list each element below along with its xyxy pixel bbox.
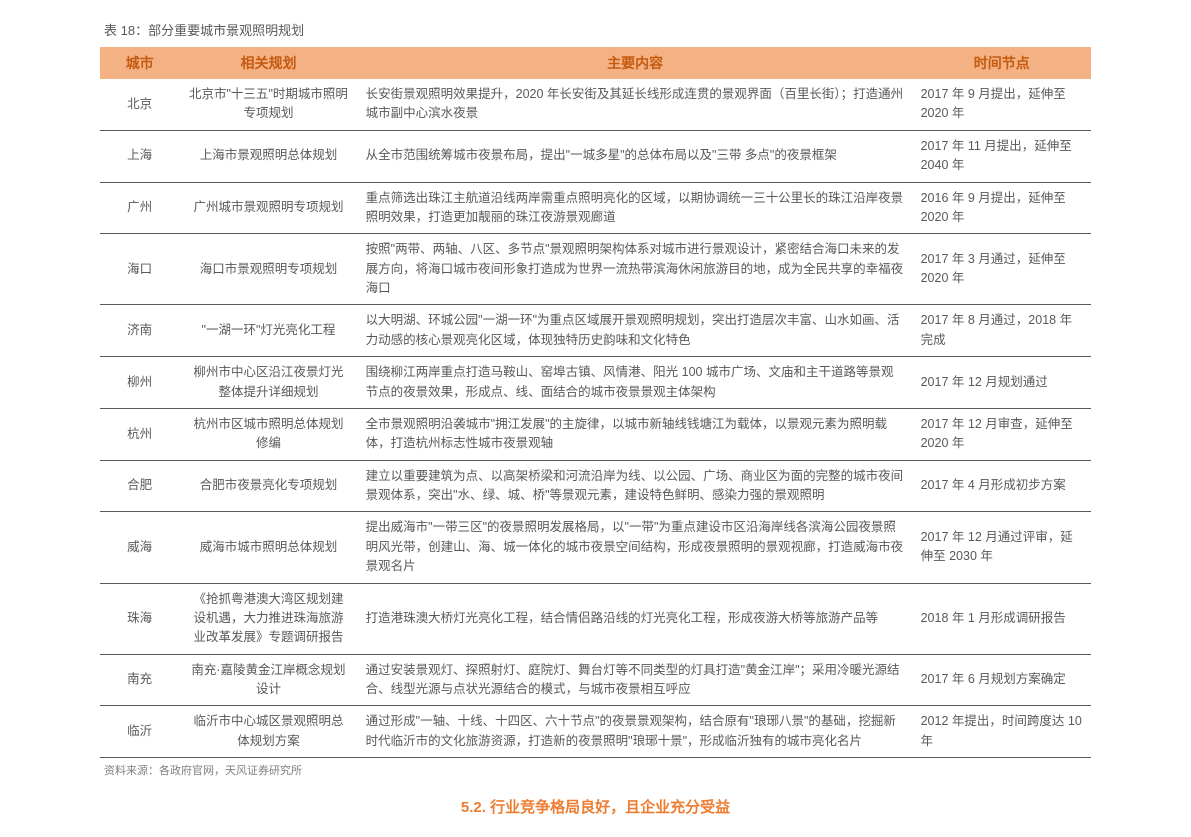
cell-content: 通过安装景观灯、探照射灯、庭院灯、舞台灯等不同类型的灯具打造"黄金江岸"；采用冷… [358, 654, 913, 706]
table-row: 合肥合肥市夜景亮化专项规划建立以重要建筑为点、以高架桥梁和河流沿岸为线、以公园、… [100, 460, 1091, 512]
col-header-content: 主要内容 [358, 47, 913, 79]
cell-city: 南充 [100, 654, 179, 706]
cell-content: 重点筛选出珠江主航道沿线两岸需重点照明亮化的区域，以期协调统一三十公里长的珠江沿… [358, 182, 913, 234]
cell-plan: 威海市城市照明总体规划 [179, 512, 357, 583]
cell-city: 临沂 [100, 706, 179, 758]
cell-content: 提出威海市"一带三区"的夜景照明发展格局，以"一带"为重点建设市区沿海岸线各滨海… [358, 512, 913, 583]
cell-time: 2017 年 6 月规划方案确定 [913, 654, 1091, 706]
table-row: 杭州杭州市区城市照明总体规划修编全市景观照明沿袭城市"拥江发展"的主旋律，以城市… [100, 408, 1091, 460]
cell-plan: 上海市景观照明总体规划 [179, 130, 357, 182]
cell-content: 长安街景观照明效果提升，2020 年长安街及其延长线形成连贯的景观界面（百里长街… [358, 79, 913, 130]
cell-city: 威海 [100, 512, 179, 583]
city-lighting-plan-table: 城市 相关规划 主要内容 时间节点 北京北京市"十三五"时期城市照明专项规划长安… [100, 47, 1091, 758]
table-row: 北京北京市"十三五"时期城市照明专项规划长安街景观照明效果提升，2020 年长安… [100, 79, 1091, 130]
cell-content: 打造港珠澳大桥灯光亮化工程，结合情侣路沿线的灯光亮化工程，形成夜游大桥等旅游产品… [358, 583, 913, 654]
cell-time: 2017 年 11 月提出，延伸至 2040 年 [913, 130, 1091, 182]
cell-city: 北京 [100, 79, 179, 130]
table-row: 海口海口市景观照明专项规划按照"两带、两轴、八区、多节点"景观照明架构体系对城市… [100, 234, 1091, 305]
cell-content: 全市景观照明沿袭城市"拥江发展"的主旋律，以城市新轴线钱塘江为载体，以景观元素为… [358, 408, 913, 460]
cell-time: 2017 年 12 月审查，延伸至 2020 年 [913, 408, 1091, 460]
table-row: 南充南充·嘉陵黄金江岸概念规划设计通过安装景观灯、探照射灯、庭院灯、舞台灯等不同… [100, 654, 1091, 706]
cell-content: 通过形成"一轴、十线、十四区、六十节点"的夜景景观架构，结合原有"琅琊八景"的基… [358, 706, 913, 758]
footer-section-text: 行业竞争格局良好，且企业充分受益 [490, 799, 730, 816]
table-header-row: 城市 相关规划 主要内容 时间节点 [100, 47, 1091, 79]
cell-content: 按照"两带、两轴、八区、多节点"景观照明架构体系对城市进行景观设计，紧密结合海口… [358, 234, 913, 305]
cell-plan: 海口市景观照明专项规划 [179, 234, 357, 305]
cell-content: 从全市范围统筹城市夜景布局，提出"一城多星"的总体布局以及"三带 多点"的夜景框… [358, 130, 913, 182]
cell-plan: 《抢抓粤港澳大湾区规划建设机遇，大力推进珠海旅游业改革发展》专题调研报告 [179, 583, 357, 654]
cell-content: 建立以重要建筑为点、以高架桥梁和河流沿岸为线、以公园、广场、商业区为面的完整的城… [358, 460, 913, 512]
footer-heading-fragment: 5.2. 行业竞争格局良好，且企业充分受益 [100, 796, 1091, 817]
cell-plan: 北京市"十三五"时期城市照明专项规划 [179, 79, 357, 130]
cell-city: 珠海 [100, 583, 179, 654]
cell-time: 2017 年 8 月通过，2018 年完成 [913, 305, 1091, 357]
cell-city: 杭州 [100, 408, 179, 460]
cell-city: 济南 [100, 305, 179, 357]
table-row: 济南"一湖一环"灯光亮化工程以大明湖、环城公园"一湖一环"为重点区域展开景观照明… [100, 305, 1091, 357]
cell-plan: 广州城市景观照明专项规划 [179, 182, 357, 234]
cell-city: 广州 [100, 182, 179, 234]
footer-section-number: 5.2. [461, 799, 486, 816]
table-row: 珠海《抢抓粤港澳大湾区规划建设机遇，大力推进珠海旅游业改革发展》专题调研报告打造… [100, 583, 1091, 654]
cell-time: 2018 年 1 月形成调研报告 [913, 583, 1091, 654]
cell-time: 2017 年 9 月提出，延伸至 2020 年 [913, 79, 1091, 130]
cell-content: 以大明湖、环城公园"一湖一环"为重点区域展开景观照明规划，突出打造层次丰富、山水… [358, 305, 913, 357]
cell-time: 2016 年 9 月提出，延伸至 2020 年 [913, 182, 1091, 234]
table-title: 表 18：部分重要城市景观照明规划 [100, 20, 1091, 39]
cell-plan: "一湖一环"灯光亮化工程 [179, 305, 357, 357]
cell-time: 2012 年提出，时间跨度达 10 年 [913, 706, 1091, 758]
table-row: 柳州柳州市中心区沿江夜景灯光整体提升详细规划围绕柳江两岸重点打造马鞍山、窑埠古镇… [100, 357, 1091, 409]
cell-city: 上海 [100, 130, 179, 182]
data-source: 资料来源：各政府官网，天风证券研究所 [100, 762, 1091, 778]
cell-content: 围绕柳江两岸重点打造马鞍山、窑埠古镇、风情港、阳光 100 城市广场、文庙和主干… [358, 357, 913, 409]
table-row: 临沂临沂市中心城区景观照明总体规划方案通过形成"一轴、十线、十四区、六十节点"的… [100, 706, 1091, 758]
cell-time: 2017 年 12 月规划通过 [913, 357, 1091, 409]
col-header-time: 时间节点 [913, 47, 1091, 79]
cell-city: 柳州 [100, 357, 179, 409]
cell-time: 2017 年 3 月通过，延伸至 2020 年 [913, 234, 1091, 305]
table-row: 上海上海市景观照明总体规划从全市范围统筹城市夜景布局，提出"一城多星"的总体布局… [100, 130, 1091, 182]
cell-city: 合肥 [100, 460, 179, 512]
cell-plan: 临沂市中心城区景观照明总体规划方案 [179, 706, 357, 758]
cell-time: 2017 年 4 月形成初步方案 [913, 460, 1091, 512]
cell-plan: 杭州市区城市照明总体规划修编 [179, 408, 357, 460]
cell-plan: 南充·嘉陵黄金江岸概念规划设计 [179, 654, 357, 706]
col-header-plan: 相关规划 [179, 47, 357, 79]
table-row: 广州广州城市景观照明专项规划重点筛选出珠江主航道沿线两岸需重点照明亮化的区域，以… [100, 182, 1091, 234]
table-row: 威海威海市城市照明总体规划提出威海市"一带三区"的夜景照明发展格局，以"一带"为… [100, 512, 1091, 583]
cell-time: 2017 年 12 月通过评审，延伸至 2030 年 [913, 512, 1091, 583]
cell-plan: 合肥市夜景亮化专项规划 [179, 460, 357, 512]
col-header-city: 城市 [100, 47, 179, 79]
cell-city: 海口 [100, 234, 179, 305]
cell-plan: 柳州市中心区沿江夜景灯光整体提升详细规划 [179, 357, 357, 409]
